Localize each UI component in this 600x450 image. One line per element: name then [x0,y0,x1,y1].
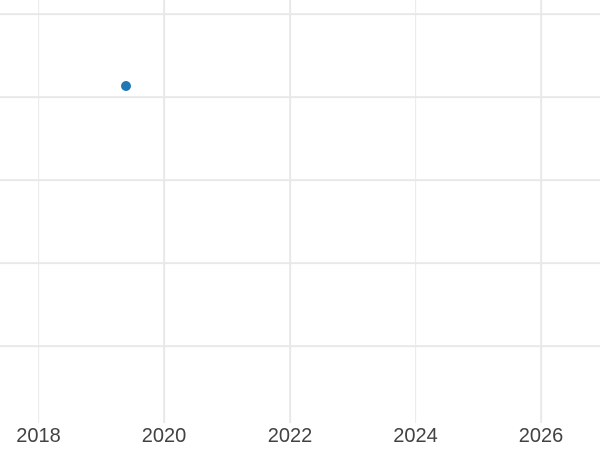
vertical-gridline [289,0,291,423]
horizontal-gridline [0,262,600,264]
vertical-gridline [37,0,40,423]
x-axis-tick-label: 2020 [141,425,187,447]
horizontal-gridline [0,179,600,181]
vertical-gridline [163,0,165,423]
x-axis-tick-label: 2024 [393,425,438,447]
x-axis-tick-label: 2018 [16,425,61,447]
horizontal-gridline [0,96,600,98]
horizontal-gridline [0,345,600,347]
x-axis-tick-label: 2022 [267,425,313,447]
x-axis-tick-label: 2026 [518,425,564,447]
horizontal-gridline [0,13,600,15]
scatter-data-point [121,80,131,91]
vertical-gridline [540,0,542,423]
vertical-gridline [414,0,417,423]
